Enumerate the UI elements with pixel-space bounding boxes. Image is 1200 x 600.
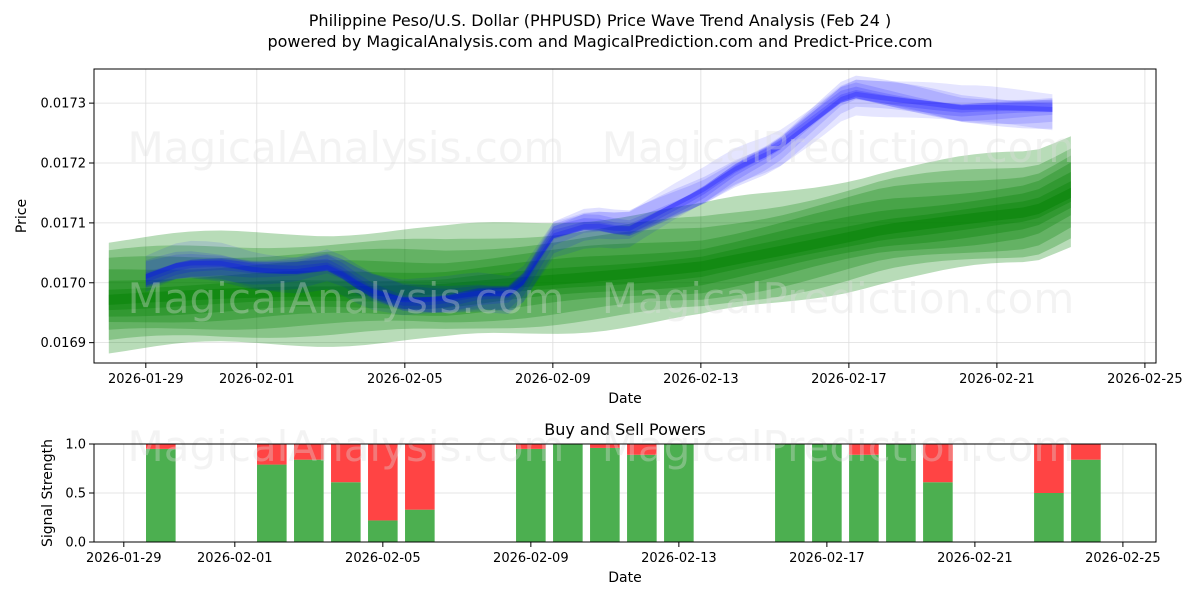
blue-wave-band <box>145 82 1053 313</box>
buy-bar <box>775 444 805 542</box>
buy-sell-y-tick-label: 0.5 <box>65 487 86 502</box>
buy-sell-x-tick-label: 2026-02-21 <box>937 551 1013 566</box>
price-x-tick-label: 2026-01-29 <box>108 372 184 387</box>
price-axes-frame <box>93 68 1157 364</box>
sell-bar <box>1071 444 1101 460</box>
buy-bar <box>1071 459 1101 542</box>
watermark-top-right: MagicalPrediction.com <box>602 123 1075 172</box>
blue-wave-band <box>145 90 1053 306</box>
top-grid <box>94 69 1156 363</box>
price-x-tick-label: 2026-02-17 <box>811 372 887 387</box>
buy-bar <box>331 482 361 542</box>
price-x-tick-label: 2026-02-21 <box>959 372 1035 387</box>
buy-sell-x-tick-label: 2026-02-05 <box>345 551 421 566</box>
price-y-tick-label: 0.0173 <box>41 97 87 112</box>
buy-bar <box>405 509 435 542</box>
buy-sell-x-ticks: 2026-01-29 2026-02-01 2026-02-05 2026-02-09… <box>86 542 1161 566</box>
buy-sell-x-tick-label: 2026-02-13 <box>641 551 717 566</box>
blue-wave-band <box>145 75 1053 313</box>
price-y-tick-label: 0.0170 <box>41 276 87 291</box>
buy-bar <box>849 454 879 542</box>
buy-sell-x-tick-label: 2026-02-17 <box>789 551 865 566</box>
buy-sell-x-tick-label: 2026-02-01 <box>197 551 273 566</box>
sell-bar <box>257 444 287 465</box>
sell-bar <box>331 444 361 483</box>
buy-bar <box>516 448 546 542</box>
sell-bar <box>923 444 953 483</box>
blue-wave-band <box>145 79 1053 316</box>
sell-bar <box>1034 444 1064 493</box>
buy-sell-y-tick-label: 0.0 <box>65 536 86 551</box>
price-y-axis-label: Price <box>14 199 30 233</box>
watermark-bottom-right: MagicalPrediction.com <box>602 422 1075 471</box>
buy-bar <box>553 444 583 542</box>
buy-bar <box>146 448 176 542</box>
green-trend-band <box>108 136 1071 354</box>
buy-bar <box>664 444 694 542</box>
price-x-tick-label: 2026-02-05 <box>367 372 443 387</box>
buy-sell-y-axis-label: Signal Strength <box>40 439 56 547</box>
buy-bar <box>368 520 398 542</box>
blue-wave-band <box>145 79 1053 314</box>
buy-bar <box>886 444 916 542</box>
blue-wave-band <box>145 86 1053 310</box>
buy-bar <box>627 454 657 542</box>
buy-bar <box>923 482 953 542</box>
buy-sell-y-tick-label: 1.0 <box>65 438 86 453</box>
buy-sell-y-ticks: 0.0 0.5 1.0 <box>65 438 94 551</box>
sell-bar <box>294 444 324 460</box>
green-trend-band <box>108 187 1071 305</box>
sell-bar <box>849 444 879 455</box>
buy-sell-x-tick-label: 2026-01-29 <box>86 551 162 566</box>
chart-title-line2: powered by MagicalAnalysis.com and Magic… <box>267 32 932 51</box>
price-plot-area <box>108 75 1071 354</box>
watermark-bottom-left: MagicalAnalysis.com <box>128 422 565 471</box>
buy-sell-x-tick-label: 2026-02-09 <box>493 551 569 566</box>
green-trend-band <box>108 172 1071 317</box>
buy-bar <box>590 447 620 542</box>
price-x-tick-label: 2026-02-25 <box>1107 372 1183 387</box>
price-x-tick-label: 2026-02-09 <box>515 372 591 387</box>
price-x-axis-label: Date <box>608 391 641 407</box>
green-trend-band <box>108 181 1071 311</box>
green-trend-band <box>108 162 1071 323</box>
buy-bar <box>812 444 842 542</box>
buy-bar <box>257 464 287 542</box>
sell-bar <box>627 444 657 455</box>
price-y-ticks: 0.0169 0.0170 0.0171 0.0172 0.0173 <box>41 97 94 351</box>
watermark-top-left: MagicalAnalysis.com <box>128 123 565 172</box>
price-y-tick-label: 0.0171 <box>41 216 87 231</box>
buy-sell-x-tick-label: 2026-02-25 <box>1085 551 1161 566</box>
sell-bar <box>516 444 546 449</box>
price-x-tick-label: 2026-02-01 <box>219 372 295 387</box>
price-y-tick-label: 0.0169 <box>41 336 87 351</box>
bottom-chart-title: Buy and Sell Powers <box>544 420 706 439</box>
chart-title-line1: Philippine Peso/U.S. Dollar (PHPUSD) Pri… <box>309 11 891 30</box>
price-x-ticks: 2026-01-29 2026-02-01 2026-02-05 2026-02-09… <box>108 363 1183 387</box>
green-trend-band <box>108 155 1071 330</box>
buy-bar <box>294 459 324 542</box>
sell-bar <box>146 444 176 449</box>
buy-sell-x-axis-label: Date <box>608 570 641 586</box>
price-x-tick-label: 2026-02-13 <box>663 372 739 387</box>
buy-sell-bars <box>146 444 1101 542</box>
price-plot-clip-group <box>108 75 1071 354</box>
sell-bar <box>368 444 398 521</box>
sell-bar <box>590 444 620 448</box>
watermark-mid-right: MagicalPrediction.com <box>602 274 1075 323</box>
watermark-mid-left: MagicalAnalysis.com <box>128 274 565 323</box>
price-y-tick-label: 0.0172 <box>41 157 87 172</box>
green-trend-band <box>108 148 1071 340</box>
buy-bar <box>1034 493 1064 542</box>
sell-bar <box>405 444 435 510</box>
